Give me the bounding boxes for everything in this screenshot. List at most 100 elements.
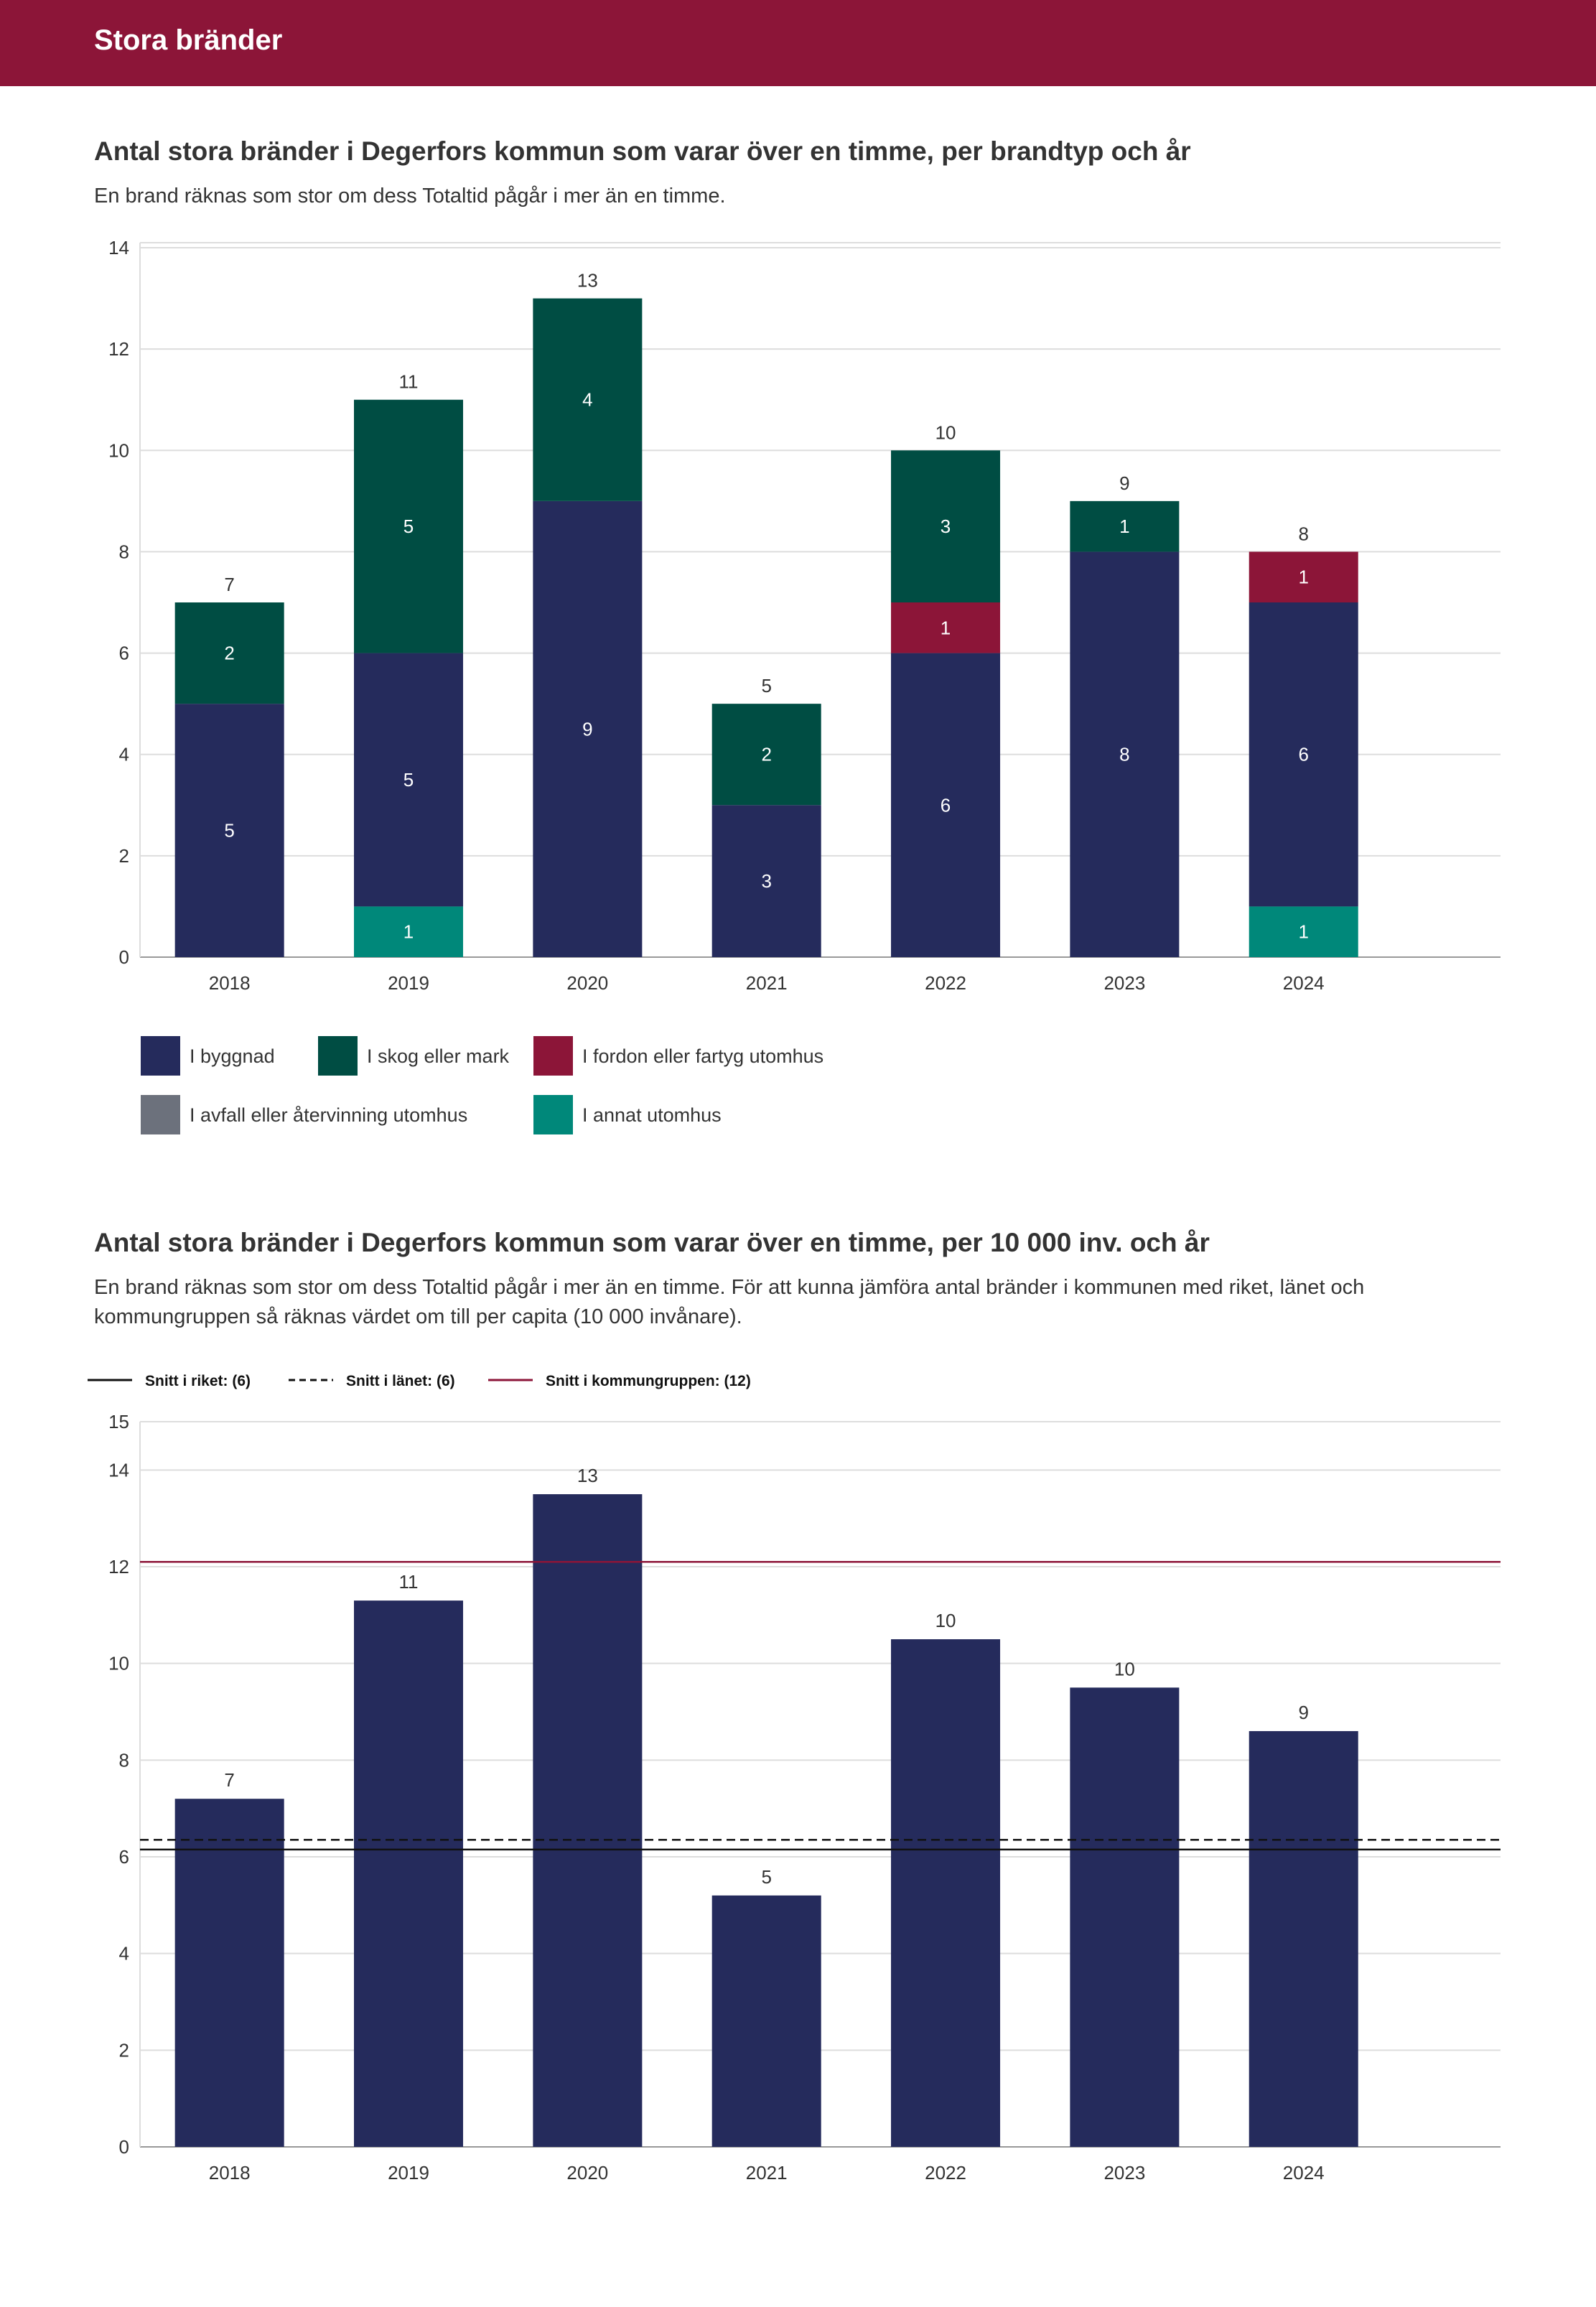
x-tick-label: 2020 bbox=[566, 972, 608, 994]
bar-segment bbox=[1070, 500, 1180, 552]
x-tick-label: 2022 bbox=[925, 972, 966, 994]
y-tick-label: 6 bbox=[119, 643, 129, 664]
bar-segment bbox=[354, 906, 464, 957]
segment-value-label: 1 bbox=[403, 921, 414, 943]
bar bbox=[1249, 1730, 1358, 2147]
chart2-subtitle: En brand räknas som stor om dess Totalti… bbox=[94, 1276, 1365, 1328]
x-tick-label: 2018 bbox=[209, 2162, 251, 2184]
total-value-label: 9 bbox=[1119, 472, 1129, 494]
bar bbox=[174, 1799, 284, 2147]
bar-segment bbox=[174, 704, 284, 957]
x-tick-label: 2019 bbox=[388, 972, 429, 994]
bar bbox=[891, 1639, 1001, 2147]
bar-segment bbox=[533, 500, 643, 957]
total-value-label: 11 bbox=[399, 371, 419, 393]
bar-segment bbox=[533, 298, 643, 501]
reference-legend-label: Snitt i riket: (6) bbox=[145, 1373, 251, 1389]
y-tick-label: 8 bbox=[119, 541, 129, 562]
y-tick-label: 0 bbox=[119, 946, 129, 968]
reference-legend-label: Snitt i länet: (6) bbox=[346, 1373, 455, 1389]
x-tick-label: 2018 bbox=[209, 972, 251, 994]
y-tick-label: 15 bbox=[108, 1411, 129, 1432]
legend-label: I fordon eller fartyg utomhus bbox=[582, 1045, 823, 1067]
bar-segment bbox=[354, 399, 464, 653]
y-tick-label: 0 bbox=[119, 2136, 129, 2158]
total-value-label: 10 bbox=[935, 421, 956, 443]
segment-value-label: 6 bbox=[941, 794, 951, 816]
y-tick-label: 4 bbox=[119, 1943, 129, 1965]
bar bbox=[354, 1600, 464, 2147]
segment-value-label: 6 bbox=[1298, 744, 1308, 765]
segment-value-label: 5 bbox=[224, 820, 234, 842]
y-tick-label: 2 bbox=[119, 2039, 129, 2061]
bar-value-label: 5 bbox=[761, 1866, 771, 1888]
legend-swatch bbox=[318, 1036, 358, 1076]
segment-value-label: 3 bbox=[761, 870, 771, 892]
legend-swatch bbox=[533, 1095, 573, 1134]
legend-label: I skog eller mark bbox=[367, 1045, 510, 1067]
chart2-title: Antal stora bränder i Degerfors kommun s… bbox=[94, 1228, 1210, 1257]
segment-value-label: 2 bbox=[761, 744, 771, 765]
bar bbox=[711, 1895, 821, 2147]
chart1-title: Antal stora bränder i Degerfors kommun s… bbox=[94, 136, 1191, 166]
bar-segment bbox=[711, 805, 821, 957]
bar-segment bbox=[1249, 906, 1358, 957]
bar-value-label: 7 bbox=[224, 1769, 234, 1791]
y-tick-label: 10 bbox=[108, 439, 129, 461]
x-tick-label: 2023 bbox=[1103, 2162, 1145, 2184]
bar-segment bbox=[891, 450, 1001, 602]
page-title: Stora bränder bbox=[94, 24, 283, 56]
legend-swatch bbox=[141, 1036, 180, 1076]
x-tick-label: 2023 bbox=[1103, 972, 1145, 994]
segment-value-label: 1 bbox=[1298, 567, 1308, 588]
bar-value-label: 11 bbox=[399, 1571, 419, 1593]
x-tick-label: 2019 bbox=[388, 2162, 429, 2184]
segment-value-label: 1 bbox=[1298, 921, 1308, 943]
segment-value-label: 8 bbox=[1119, 744, 1129, 765]
bar-segment bbox=[711, 704, 821, 806]
legend-label: I annat utomhus bbox=[582, 1104, 722, 1126]
total-value-label: 13 bbox=[577, 270, 598, 292]
x-tick-label: 2022 bbox=[925, 2162, 966, 2184]
bar-value-label: 13 bbox=[577, 1465, 598, 1486]
segment-value-label: 3 bbox=[941, 516, 951, 537]
page-header: Stora bränder bbox=[0, 0, 1596, 86]
bar-segment bbox=[1070, 551, 1180, 957]
segment-value-label: 2 bbox=[224, 643, 234, 664]
legend-label: I avfall eller återvinning utomhus bbox=[190, 1104, 467, 1126]
x-tick-label: 2024 bbox=[1283, 2162, 1325, 2184]
bar-segment bbox=[1249, 551, 1358, 602]
segment-value-label: 1 bbox=[1119, 516, 1129, 537]
bar bbox=[1070, 1687, 1180, 2147]
y-tick-label: 12 bbox=[108, 1556, 129, 1577]
legend-swatch bbox=[141, 1095, 180, 1134]
y-tick-label: 4 bbox=[119, 744, 129, 765]
x-tick-label: 2021 bbox=[746, 972, 788, 994]
bar-value-label: 9 bbox=[1298, 1702, 1308, 1723]
y-tick-label: 2 bbox=[119, 845, 129, 867]
bar bbox=[533, 1494, 643, 2147]
y-tick-label: 8 bbox=[119, 1749, 129, 1771]
x-tick-label: 2024 bbox=[1283, 972, 1325, 994]
segment-value-label: 9 bbox=[582, 718, 592, 740]
y-tick-label: 14 bbox=[108, 237, 129, 258]
segment-value-label: 4 bbox=[582, 389, 592, 411]
y-tick-label: 12 bbox=[108, 338, 129, 360]
y-tick-label: 6 bbox=[119, 1846, 129, 1868]
bar-value-label: 10 bbox=[935, 1610, 956, 1631]
bar-segment bbox=[174, 602, 284, 704]
stacked-bar-chart: 0246810121452720181551120199413202032520… bbox=[108, 237, 1501, 1134]
legend-label: I byggnad bbox=[190, 1045, 275, 1067]
bar-segment bbox=[354, 653, 464, 907]
x-tick-label: 2021 bbox=[746, 2162, 788, 2184]
chart1-subtitle: En brand räknas som stor om dess Totalti… bbox=[94, 185, 726, 208]
per-capita-bar-chart: Snitt i riket: (6) Snitt i länet: (6) Snit… bbox=[88, 1373, 1501, 2184]
reference-legend-label: Snitt i kommungruppen: (12) bbox=[546, 1373, 751, 1389]
segment-value-label: 5 bbox=[403, 516, 414, 537]
y-tick-label: 10 bbox=[108, 1653, 129, 1674]
total-value-label: 7 bbox=[224, 574, 234, 595]
y-tick-label: 14 bbox=[108, 1459, 129, 1481]
bar-segment bbox=[891, 653, 1001, 957]
x-tick-label: 2020 bbox=[566, 2162, 608, 2184]
bar-segment bbox=[891, 602, 1001, 653]
